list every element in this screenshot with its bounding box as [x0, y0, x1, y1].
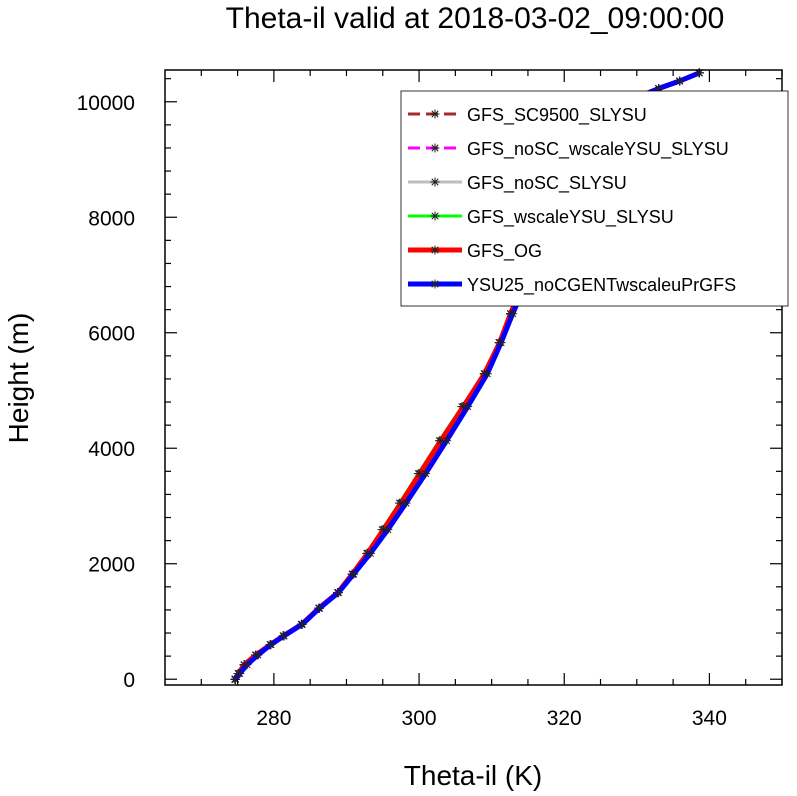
data-point	[421, 469, 431, 479]
x-tick-label: 340	[692, 707, 727, 730]
legend-box	[400, 90, 789, 307]
x-tick-label: 280	[256, 707, 291, 730]
legend: GFS_SC9500_SLYSU GFS_noSC_wscaleYSU_SLYSU…	[400, 90, 789, 307]
legend-marker	[430, 211, 440, 221]
legend-label: GFS_noSC_SLYSU	[467, 173, 627, 194]
legend-marker	[430, 279, 440, 289]
y-tick-label: 2000	[88, 554, 135, 577]
data-point	[235, 668, 245, 678]
legend-entry: GFS_OG	[408, 241, 542, 262]
legend-label: GFS_wscaleYSU_SLYSU	[467, 207, 674, 228]
plot-frame	[164, 69, 783, 686]
data-point	[436, 436, 446, 446]
data-point	[694, 68, 704, 78]
legend-label: YSU25_noCGENTwscaleuPrGFS	[467, 275, 736, 296]
data-point	[242, 660, 252, 670]
y-tick-label: 0	[123, 669, 135, 692]
y-tick-label: 4000	[88, 438, 135, 461]
legend-label: GFS_SC9500_SLYSU	[467, 105, 647, 126]
data-point	[482, 369, 492, 379]
legend-marker	[430, 177, 440, 187]
legend-marker	[430, 245, 440, 255]
legend-entry: GFS_noSC_SLYSU	[408, 173, 627, 194]
data-point	[463, 402, 473, 412]
legend-label: GFS_OG	[467, 241, 542, 262]
x-axis-title: Theta-il (K)	[404, 760, 542, 791]
data-point	[365, 548, 375, 558]
data-point	[508, 309, 518, 319]
data-point	[266, 640, 276, 650]
data-point	[230, 674, 240, 684]
legend-marker	[430, 109, 440, 119]
y-tick-label: 10000	[77, 92, 135, 115]
x-tick-label: 320	[547, 707, 582, 730]
legend-label: GFS_noSC_wscaleYSU_SLYSU	[467, 139, 729, 160]
axis-ticks	[165, 70, 783, 685]
data-point	[496, 338, 506, 348]
data-point	[383, 525, 393, 535]
data-point	[349, 569, 359, 579]
data-point	[297, 619, 307, 629]
data-point	[401, 498, 411, 508]
data-point	[253, 650, 263, 660]
legend-entry: YSU25_noCGENTwscaleuPrGFS	[408, 275, 736, 296]
data-point	[279, 631, 289, 641]
tick-labels: 280 300 320 340 0 2000 4000 6000 8000 10000	[77, 92, 727, 730]
x-tick-label: 300	[402, 707, 437, 730]
y-tick-label: 6000	[88, 323, 135, 346]
y-tick-label: 8000	[88, 207, 135, 230]
y-axis-title: Height (m)	[3, 313, 34, 444]
data-point	[442, 436, 452, 446]
data-point	[415, 469, 425, 479]
data-point	[675, 76, 685, 86]
data-point	[333, 588, 343, 598]
legend-marker	[430, 143, 440, 153]
legend-entry: GFS_wscaleYSU_SLYSU	[408, 207, 674, 228]
data-point	[396, 498, 406, 508]
chart-title: Theta-il valid at 2018-03-02_09:00:00	[226, 2, 725, 35]
data-point	[315, 603, 325, 613]
legend-entry: GFS_noSC_wscaleYSU_SLYSU	[408, 139, 729, 160]
data-point	[654, 83, 664, 93]
legend-entry: GFS_SC9500_SLYSU	[408, 105, 647, 126]
